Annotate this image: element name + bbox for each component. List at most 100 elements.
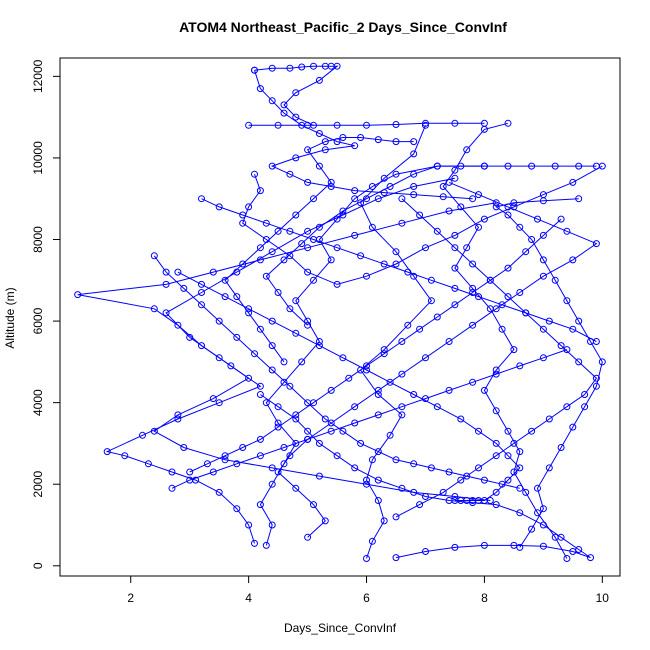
data-point (357, 252, 365, 260)
data-point (304, 268, 312, 276)
data-point (445, 178, 453, 186)
data-point (480, 476, 488, 484)
data-point (280, 256, 288, 264)
data-point (150, 252, 158, 260)
data-point (516, 543, 524, 551)
data-point (492, 439, 500, 447)
data-point (445, 207, 453, 215)
data-point (268, 521, 276, 529)
data-point (368, 537, 376, 545)
data-point (581, 391, 589, 398)
data-point (256, 256, 264, 264)
data-point (539, 272, 547, 280)
data-point (392, 260, 400, 268)
data-point (198, 342, 205, 350)
data-point (280, 109, 288, 117)
data-point (174, 268, 182, 276)
data-point (239, 219, 247, 227)
data-point (298, 240, 306, 248)
data-point (315, 439, 323, 447)
data-point (451, 301, 459, 309)
data-point (557, 342, 565, 350)
data-point (363, 480, 370, 488)
data-point (374, 195, 382, 203)
data-point (398, 403, 406, 411)
data-point (416, 325, 424, 333)
x-tick-label: 4 (245, 591, 252, 605)
data-point (310, 195, 317, 203)
data-point (539, 256, 547, 264)
data-point (398, 219, 406, 227)
series-line (259, 165, 485, 546)
data-point (516, 289, 524, 296)
data-point (587, 554, 594, 562)
data-point (545, 317, 553, 325)
data-point (186, 468, 194, 476)
data-point (198, 301, 205, 309)
data-point (516, 448, 524, 456)
data-point (433, 403, 441, 411)
data-point (522, 248, 530, 256)
data-point (262, 236, 270, 243)
data-point (392, 554, 400, 562)
data-point (215, 354, 223, 362)
data-point (245, 305, 253, 313)
data-point (363, 366, 370, 374)
data-point (592, 374, 600, 382)
data-point (475, 293, 482, 301)
data-point (286, 305, 294, 313)
data-point (510, 439, 518, 447)
data-point (422, 548, 429, 555)
data-point (451, 543, 459, 551)
data-point (522, 488, 530, 496)
data-point (563, 403, 571, 411)
data-point (274, 289, 282, 296)
data-point (327, 427, 335, 435)
data-point (262, 399, 270, 407)
data-point (551, 276, 559, 284)
data-point (168, 468, 176, 476)
data-point (563, 346, 571, 354)
data-point (528, 236, 536, 243)
data-point (480, 162, 488, 170)
data-point (563, 297, 571, 305)
data-point (256, 85, 264, 93)
data-point (221, 276, 229, 284)
data-point (363, 476, 370, 484)
data-point (475, 464, 482, 472)
data-point (563, 555, 571, 562)
data-point (327, 419, 335, 427)
data-point (439, 488, 447, 496)
series-line (153, 255, 520, 489)
series-line (359, 125, 433, 559)
series-19 (168, 346, 571, 492)
data-point (427, 297, 435, 305)
data-point (422, 354, 429, 362)
data-point (575, 358, 583, 366)
data-point (304, 321, 312, 329)
data-point (256, 435, 264, 443)
data-point (274, 423, 282, 431)
series-line (254, 65, 339, 126)
data-point (292, 411, 300, 419)
data-point (374, 136, 382, 144)
data-point (268, 342, 276, 350)
data-point (215, 203, 223, 211)
data-point (351, 419, 359, 427)
data-point (262, 541, 270, 549)
data-point (363, 195, 370, 203)
data-point (310, 501, 317, 509)
data-point (392, 248, 400, 256)
data-point (592, 382, 600, 390)
data-point (439, 193, 447, 201)
data-point (321, 138, 329, 146)
data-point (339, 207, 347, 215)
data-point (557, 215, 565, 223)
data-point (427, 464, 435, 472)
data-point (534, 484, 541, 492)
data-point (262, 272, 270, 280)
data-point (545, 464, 553, 472)
data-point (357, 439, 365, 447)
data-point (351, 142, 359, 150)
data-point (315, 130, 323, 137)
